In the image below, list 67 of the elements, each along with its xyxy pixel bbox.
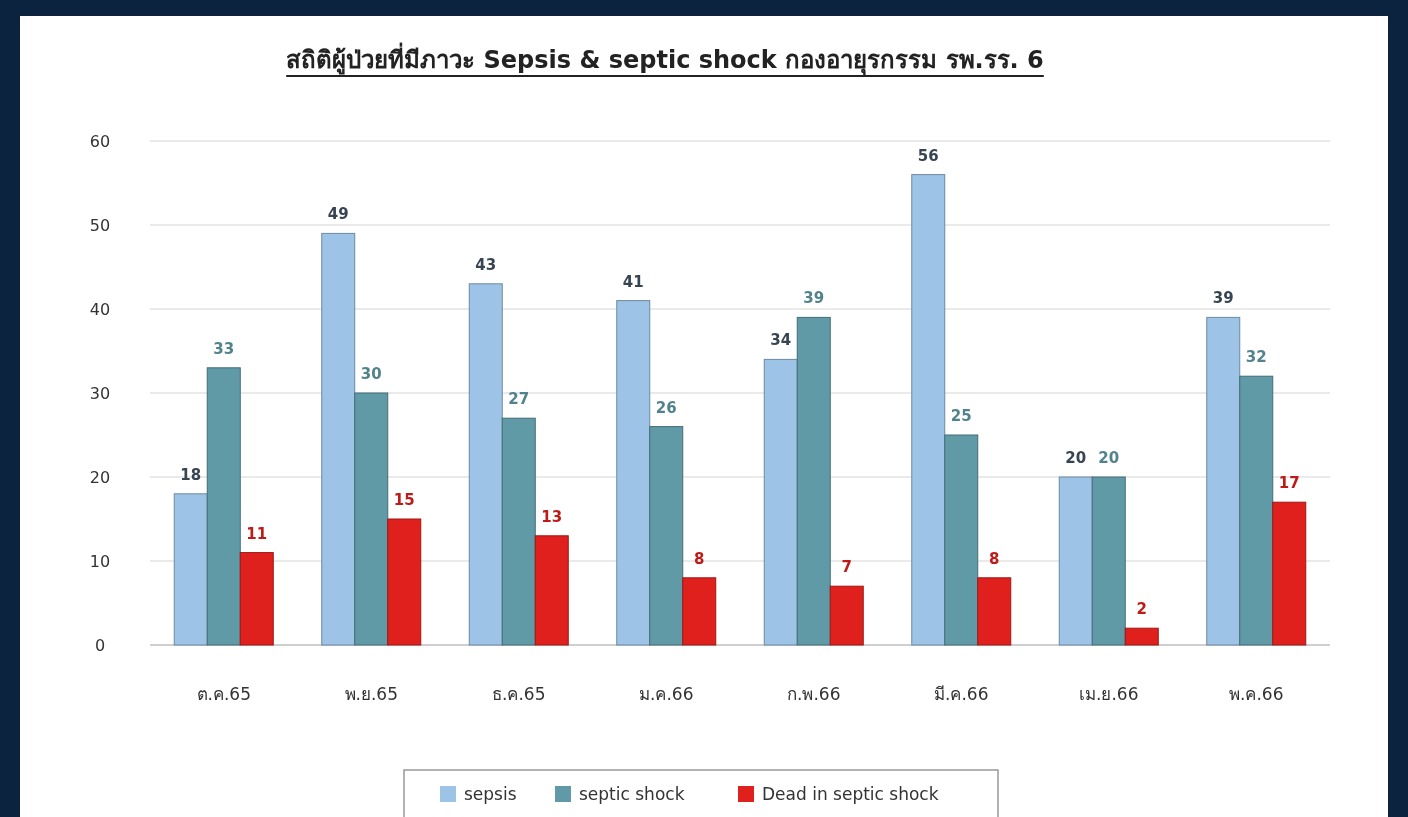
data-label: 17 xyxy=(1278,474,1300,493)
bar xyxy=(1091,476,1126,646)
y-tick-label: 20 xyxy=(89,468,111,487)
bar xyxy=(977,577,1012,646)
data-label: 25 xyxy=(950,407,972,425)
data-label: 7 xyxy=(841,558,852,577)
data-label: 39 xyxy=(1212,289,1234,308)
bar xyxy=(206,367,241,646)
x-tick-label: พ.ค.66 xyxy=(1229,684,1284,704)
data-label: 41 xyxy=(622,272,644,291)
data-label: 13 xyxy=(541,507,563,526)
data-label: 33 xyxy=(213,339,235,358)
bar xyxy=(468,283,503,646)
data-label: 8 xyxy=(694,549,705,568)
bar xyxy=(501,417,536,646)
data-label: 39 xyxy=(803,289,825,308)
bar xyxy=(173,493,208,646)
bar xyxy=(829,585,864,646)
x-tick-label: ธ.ค.65 xyxy=(492,684,546,704)
data-label: 30 xyxy=(360,365,382,383)
data-label: 27 xyxy=(508,390,530,409)
data-label: 8 xyxy=(989,549,1000,568)
data-label: 34 xyxy=(770,331,792,350)
data-label: 15 xyxy=(393,491,415,509)
bar xyxy=(944,434,979,646)
bar xyxy=(1206,316,1241,646)
data-label: 18 xyxy=(180,465,202,484)
data-label: 20 xyxy=(1065,449,1087,467)
legend-label: sepsis xyxy=(464,784,517,804)
chart-title: สถิติผู้ป่วยที่มีภาวะ Sepsis & septic shock กองอายุรกรรม รพ.รร. 6 xyxy=(286,42,1044,76)
data-label: 26 xyxy=(655,398,677,417)
bar xyxy=(354,392,389,646)
x-tick-label: ม.ค.66 xyxy=(639,684,694,704)
bar xyxy=(682,577,717,646)
y-tick-label: 10 xyxy=(89,552,111,571)
bar xyxy=(616,300,651,646)
x-tick-label: พ.ย.65 xyxy=(344,684,398,704)
bar xyxy=(1272,501,1307,646)
bar xyxy=(534,535,569,646)
bar xyxy=(1124,627,1159,646)
y-tick-label: 60 xyxy=(89,132,111,151)
bar xyxy=(649,426,684,646)
data-label: 2 xyxy=(1136,600,1147,619)
data-label: 32 xyxy=(1245,348,1267,367)
bar xyxy=(911,174,946,646)
y-tick-label: 30 xyxy=(89,384,111,403)
bar xyxy=(1058,476,1093,646)
x-tick-label: มี.ค.66 xyxy=(934,684,989,704)
bar xyxy=(1239,375,1274,646)
x-tick-label: ก.พ.66 xyxy=(787,684,841,704)
legend-label: Dead in septic shock xyxy=(762,784,939,804)
x-tick-label: เม.ย.66 xyxy=(1079,684,1139,704)
y-tick-label: 40 xyxy=(89,300,111,319)
data-label: 43 xyxy=(475,255,497,274)
data-label: 56 xyxy=(917,146,939,165)
bar xyxy=(763,358,798,646)
bar xyxy=(321,232,356,646)
bar xyxy=(387,518,422,646)
data-label: 49 xyxy=(327,205,349,224)
data-label: 11 xyxy=(246,524,268,543)
bar xyxy=(796,316,831,646)
y-tick-label: 0 xyxy=(94,636,106,655)
bar xyxy=(239,552,274,646)
x-tick-label: ต.ค.65 xyxy=(196,684,251,704)
y-tick-label: 50 xyxy=(89,216,111,235)
legend-label: septic shock xyxy=(579,784,685,804)
data-label: 20 xyxy=(1098,449,1120,467)
